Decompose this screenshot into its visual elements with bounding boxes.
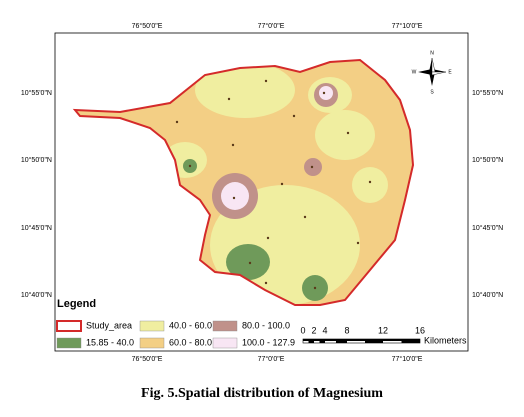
compass-letter: W (412, 69, 417, 75)
legend-label: 100.0 - 127.9 (242, 337, 295, 347)
scale-segment (347, 339, 383, 341)
legend-swatch (139, 320, 165, 332)
legend-label: 80.0 - 100.0 (242, 320, 290, 330)
compass-letter: E (448, 69, 452, 75)
scale-segment (319, 341, 325, 343)
zone-100-128 (319, 86, 333, 100)
legend-swatch (139, 337, 165, 349)
scale-label: 8 (344, 325, 349, 335)
scale-segment (365, 341, 383, 343)
latitude-label: 10°45'0"N (472, 224, 503, 232)
longitude-label: 77°0'0"E (258, 22, 285, 30)
scale-label: 0 (300, 325, 305, 335)
scale-segment (303, 339, 314, 341)
scale-label: 2 (311, 325, 316, 335)
latitude-label: 10°50'0"N (21, 156, 52, 164)
compass-letter: N (430, 50, 434, 56)
scale-unit: Kilometers (424, 335, 467, 345)
legend-label: 40.0 - 60.0 (169, 320, 212, 330)
compass-letter: S (430, 89, 434, 95)
caption: Fig. 5.Spatial distribution of Magnesium (141, 386, 383, 401)
scale-label: 4 (322, 325, 327, 335)
scale-segment (314, 339, 325, 341)
scale-segment (383, 339, 420, 341)
latitude-label: 10°40'0"N (21, 291, 52, 299)
latitude-label: 10°55'0"N (21, 89, 52, 97)
scale-segment (308, 341, 314, 343)
longitude-label: 76°50'0"E (132, 22, 163, 30)
scale-segment (325, 339, 347, 341)
longitude-label: 77°10'0"E (392, 355, 423, 363)
latitude-label: 10°40'0"N (472, 291, 503, 299)
legend-label: Study_area (86, 320, 132, 330)
zone-15-40 (226, 244, 270, 280)
legend-label: 60.0 - 80.0 (169, 337, 212, 347)
scale-label: 16 (415, 325, 425, 335)
zone-40-60 (195, 62, 295, 118)
latitude-label: 10°50'0"N (472, 156, 503, 164)
zone-40-60 (315, 110, 375, 160)
legend-label: 15.85 - 40.0 (86, 337, 134, 347)
sample-points (175, 79, 372, 290)
legend-swatch (56, 320, 82, 332)
latitude-label: 10°45'0"N (21, 224, 52, 232)
longitude-label: 77°10'0"E (392, 22, 423, 30)
zone-40-60 (352, 167, 388, 203)
legend-title: Legend (57, 298, 96, 310)
scale-segment (336, 341, 347, 343)
legend-swatch (212, 337, 238, 349)
latitude-label: 10°55'0"N (472, 89, 503, 97)
scale-segment (401, 341, 420, 343)
legend-swatch (56, 337, 82, 349)
longitude-label: 76°50'0"E (132, 355, 163, 363)
scale-bar (302, 338, 421, 344)
zone-100-128 (221, 182, 249, 210)
north-arrow (418, 57, 447, 86)
legend-swatch (212, 320, 238, 332)
scale-label: 12 (378, 325, 388, 335)
longitude-label: 77°0'0"E (258, 355, 285, 363)
